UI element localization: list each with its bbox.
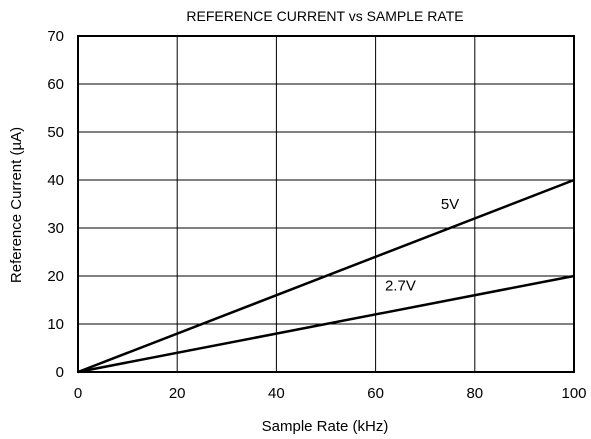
y-tick-label: 10 bbox=[47, 316, 64, 333]
series-layer: 5V 2.7V bbox=[77, 178, 575, 374]
x-axis-label: Sample Rate (kHz) bbox=[262, 418, 389, 435]
x-tick-label: 60 bbox=[367, 385, 384, 402]
series-line-0 bbox=[77, 178, 575, 374]
x-tick-labels: 0 20 40 60 80 100 bbox=[74, 385, 587, 402]
y-tick-label: 40 bbox=[47, 172, 64, 189]
y-tick-label: 20 bbox=[47, 268, 64, 285]
chart-title: REFERENCE CURRENT vs SAMPLE RATE bbox=[186, 8, 463, 24]
y-tick-label: 0 bbox=[56, 364, 64, 381]
x-tick-label: 40 bbox=[268, 385, 285, 402]
x-tick-label: 100 bbox=[561, 385, 586, 402]
y-tick-label: 60 bbox=[47, 76, 64, 93]
series-line-1 bbox=[77, 274, 575, 374]
y-axis-label: Reference Current (µA) bbox=[8, 127, 25, 283]
plot-frame bbox=[77, 35, 575, 373]
series-label-0: 5V bbox=[441, 196, 459, 213]
y-tick-label: 70 bbox=[47, 28, 64, 45]
grid bbox=[78, 36, 574, 372]
x-tick-label: 80 bbox=[466, 385, 483, 402]
y-tick-label: 30 bbox=[47, 220, 64, 237]
x-tick-label: 0 bbox=[74, 385, 82, 402]
y-tick-label: 50 bbox=[47, 124, 64, 141]
y-tick-labels: 0 10 20 30 40 50 60 70 bbox=[47, 28, 64, 381]
x-tick-label: 20 bbox=[169, 385, 186, 402]
series-label-1: 2.7V bbox=[385, 277, 416, 294]
